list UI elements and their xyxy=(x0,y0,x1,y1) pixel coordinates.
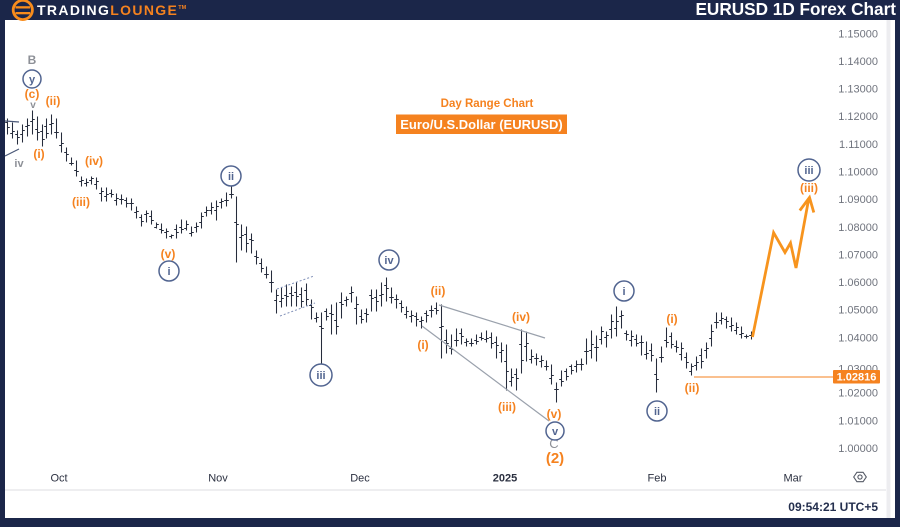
svg-text:Oct: Oct xyxy=(50,473,67,485)
svg-text:1.10000: 1.10000 xyxy=(838,167,878,179)
svg-text:(iv): (iv) xyxy=(512,310,530,324)
svg-text:(c): (c) xyxy=(25,87,40,101)
svg-text:(i): (i) xyxy=(417,338,428,352)
svg-text:(ii): (ii) xyxy=(685,381,700,395)
svg-text:C: C xyxy=(549,436,558,451)
svg-text:i: i xyxy=(622,286,625,298)
svg-text:Day Range Chart: Day Range Chart xyxy=(441,98,534,110)
svg-text:(ii): (ii) xyxy=(431,284,446,298)
svg-text:1.04000: 1.04000 xyxy=(838,332,878,344)
svg-text:B: B xyxy=(28,53,37,67)
svg-text:1.11000: 1.11000 xyxy=(839,139,878,151)
svg-text:2025: 2025 xyxy=(493,473,517,485)
svg-text:(iii): (iii) xyxy=(498,400,516,414)
svg-text:v: v xyxy=(552,426,559,438)
svg-text:v: v xyxy=(30,100,36,111)
svg-text:ii: ii xyxy=(654,406,660,418)
svg-text:Euro/U.S.Dollar (EURUSD): Euro/U.S.Dollar (EURUSD) xyxy=(400,117,563,132)
svg-text:1.05000: 1.05000 xyxy=(838,305,878,317)
svg-text:1.06000: 1.06000 xyxy=(838,277,878,289)
svg-text:(v): (v) xyxy=(161,247,176,261)
svg-text:1.15000: 1.15000 xyxy=(838,28,878,40)
svg-text:(iii): (iii) xyxy=(800,181,818,195)
svg-text:1.02816: 1.02816 xyxy=(837,372,877,384)
svg-text:Feb: Feb xyxy=(648,473,667,485)
svg-text:TRADINGLOUNGETM: TRADINGLOUNGETM xyxy=(37,2,187,18)
svg-text:i: i xyxy=(167,266,170,278)
svg-text:iii: iii xyxy=(804,165,813,177)
svg-text:09:54:21 UTC+5: 09:54:21 UTC+5 xyxy=(788,500,878,514)
svg-text:(iv): (iv) xyxy=(85,154,103,168)
svg-text:iv: iv xyxy=(14,158,24,170)
svg-text:1.08000: 1.08000 xyxy=(838,222,878,234)
svg-text:Nov: Nov xyxy=(208,473,228,485)
svg-text:ii: ii xyxy=(228,171,234,183)
svg-text:iv: iv xyxy=(384,255,394,267)
svg-text:(2): (2) xyxy=(546,450,564,467)
svg-text:iii: iii xyxy=(316,370,325,382)
svg-text:1.01000: 1.01000 xyxy=(838,415,878,427)
svg-text:1.12000: 1.12000 xyxy=(838,111,878,123)
svg-text:1.02000: 1.02000 xyxy=(838,388,878,400)
svg-text:1.00000: 1.00000 xyxy=(838,443,878,455)
svg-text:1.13000: 1.13000 xyxy=(838,84,878,96)
svg-text:(i): (i) xyxy=(33,147,44,161)
svg-text:1.14000: 1.14000 xyxy=(838,56,878,68)
svg-text:(ii): (ii) xyxy=(46,94,61,108)
svg-text:1.09000: 1.09000 xyxy=(838,194,878,206)
svg-text:1.07000: 1.07000 xyxy=(838,249,878,261)
svg-text:EURUSD 1D Forex Chart: EURUSD 1D Forex Chart xyxy=(695,0,896,19)
svg-text:(iii): (iii) xyxy=(72,195,90,209)
svg-text:Dec: Dec xyxy=(350,473,370,485)
svg-text:y: y xyxy=(29,74,36,86)
svg-text:(i): (i) xyxy=(666,312,677,326)
svg-text:Mar: Mar xyxy=(784,473,803,485)
svg-text:(v): (v) xyxy=(547,407,562,421)
